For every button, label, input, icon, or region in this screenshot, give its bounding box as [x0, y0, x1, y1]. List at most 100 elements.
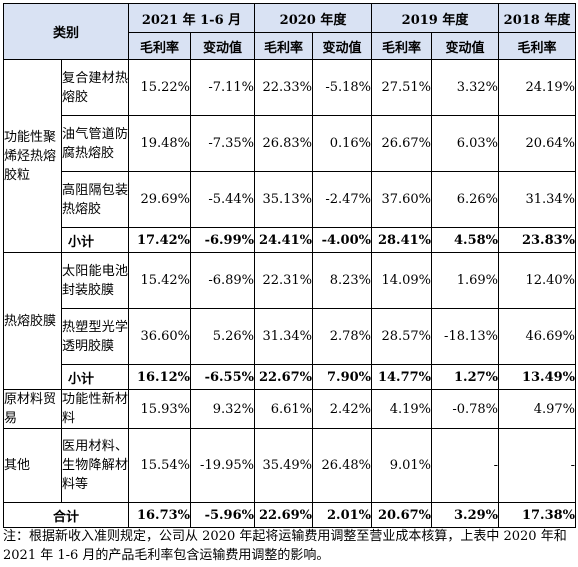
subtotal-row: 小计 17.42% -6.99% 24.41% -4.00% 28.41% 4.…: [4, 227, 577, 253]
header-period-2021h1: 2021 年 1-6 月: [128, 3, 256, 33]
value-cell: 35.49%: [254, 428, 314, 503]
value-cell: -5.44%: [190, 171, 256, 228]
subcategory-cell: 复合建材热熔胶: [60, 59, 130, 116]
value-cell: 5.26%: [190, 308, 256, 365]
value-cell: 27.51%: [371, 59, 433, 116]
value-cell: 3.32%: [431, 59, 500, 116]
value-cell: -6.99%: [190, 227, 256, 253]
value-cell: 4.19%: [371, 389, 433, 429]
subcategory-cell: 功能性新材料: [60, 389, 130, 429]
value-cell: 4.97%: [498, 389, 577, 429]
value-cell: 26.67%: [371, 115, 433, 172]
subcategory-cell: 太阳能电池封装胶膜: [60, 252, 130, 309]
value-cell: 4.58%: [431, 227, 500, 253]
category-cell: 原材料贸易: [3, 389, 62, 429]
value-cell: 26.48%: [312, 428, 373, 503]
value-cell: 14.77%: [371, 364, 433, 390]
value-cell: 35.13%: [254, 171, 314, 228]
value-cell: -6.89%: [190, 252, 256, 309]
header-gross-margin: 毛利率: [254, 32, 314, 60]
subcategory-cell: 高阻隔包装热熔胶: [60, 171, 130, 228]
total-label: 合计: [2, 502, 130, 528]
header-gross-margin: 毛利率: [498, 32, 577, 60]
value-cell: -6.55%: [190, 364, 256, 390]
subtotal-label: 小计: [60, 227, 130, 253]
value-cell: 36.60%: [128, 308, 192, 365]
table-row: 油气管道防腐热熔胶 19.48% -7.35% 26.83% 0.16% 26.…: [4, 115, 577, 172]
value-cell: 12.40%: [498, 252, 577, 309]
value-cell: 24.19%: [498, 59, 577, 116]
value-cell: 31.34%: [254, 308, 314, 365]
value-cell: 28.57%: [371, 308, 433, 365]
value-cell: -: [431, 428, 500, 503]
table-row: 热熔胶膜 太阳能电池封装胶膜 15.42% -6.89% 22.31% 8.23…: [3, 252, 577, 390]
value-cell: -2.47%: [312, 171, 373, 228]
table-row: 原材料贸易 功能性新材料 15.93% 9.32% 6.61% 2.42% 4.…: [3, 389, 577, 429]
value-cell: 46.69%: [498, 308, 577, 365]
value-cell: 20.67%: [371, 502, 433, 528]
value-cell: 13.49%: [498, 364, 577, 390]
subtotal-label: 小计: [60, 364, 130, 390]
category-cell: 其他: [3, 428, 62, 503]
value-cell: 9.01%: [371, 428, 433, 503]
value-cell: 6.03%: [431, 115, 500, 172]
header-category: 类别: [2, 3, 130, 60]
value-cell: 15.93%: [128, 389, 192, 429]
value-cell: 2.01%: [312, 502, 373, 528]
value-cell: 16.73%: [128, 502, 192, 528]
total-row: 合计 16.73% -5.96% 22.69% 2.01% 20.67% 3.2…: [2, 502, 577, 528]
value-cell: 29.69%: [128, 171, 192, 228]
value-cell: -4.00%: [312, 227, 373, 253]
value-cell: 16.12%: [128, 364, 192, 390]
table-row: 热塑型光学透明胶膜 36.60% 5.26% 31.34% 2.78% 28.5…: [4, 308, 577, 365]
category-cell: 功能性聚烯烃热熔胶粒: [3, 59, 62, 253]
value-cell: 20.64%: [498, 115, 577, 172]
value-cell: 17.42%: [128, 227, 192, 253]
value-cell: 6.26%: [431, 171, 500, 228]
value-cell: 22.69%: [254, 502, 314, 528]
value-cell: 22.67%: [254, 364, 314, 390]
value-cell: -5.18%: [312, 59, 373, 116]
header-change: 变动值: [431, 32, 500, 60]
value-cell: 17.38%: [498, 502, 577, 528]
header-gross-margin: 毛利率: [371, 32, 433, 60]
value-cell: 22.33%: [254, 59, 314, 116]
header-period-2018: 2018 年度: [498, 3, 577, 33]
value-cell: 8.23%: [312, 252, 373, 309]
table-row: 其他 医用材料、生物降解材料等 15.54% -19.95% 35.49% 26…: [3, 428, 577, 503]
value-cell: 15.54%: [128, 428, 192, 503]
subtotal-row: 小计 16.12% -6.55% 22.67% 7.90% 14.77% 1.2…: [4, 364, 577, 390]
header-period-2020: 2020 年度: [254, 3, 373, 33]
value-cell: -18.13%: [431, 308, 500, 365]
subcategory-cell: 热塑型光学透明胶膜: [60, 308, 130, 365]
value-cell: 7.90%: [312, 364, 373, 390]
value-cell: -5.96%: [190, 502, 256, 528]
value-cell: 19.48%: [128, 115, 192, 172]
value-cell: 24.41%: [254, 227, 314, 253]
value-cell: 1.69%: [431, 252, 500, 309]
value-cell: 3.29%: [431, 502, 500, 528]
value-cell: 28.41%: [371, 227, 433, 253]
value-cell: -0.78%: [431, 389, 500, 429]
value-cell: 15.22%: [128, 59, 192, 116]
value-cell: 14.09%: [371, 252, 433, 309]
value-cell: 15.42%: [128, 252, 192, 309]
value-cell: -: [498, 428, 577, 503]
table-row: 功能性聚烯烃热熔胶粒 复合建材热熔胶 15.22% -7.11% 22.33% …: [3, 59, 577, 253]
value-cell: 6.61%: [254, 389, 314, 429]
value-cell: 2.78%: [312, 308, 373, 365]
value-cell: -7.11%: [190, 59, 256, 116]
subcategory-cell: 油气管道防腐热熔胶: [60, 115, 130, 172]
value-cell: 2.42%: [312, 389, 373, 429]
value-cell: 31.34%: [498, 171, 577, 228]
value-cell: -19.95%: [190, 428, 256, 503]
table-row: 高阻隔包装热熔胶 29.69% -5.44% 35.13% -2.47% 37.…: [4, 171, 577, 228]
header-period-2019: 2019 年度: [371, 3, 500, 33]
footnote: 注：根据新收入准则规定，公司从 2020 年起将运输费用调整至营业成本核算，上表…: [3, 529, 567, 563]
value-cell: 26.83%: [254, 115, 314, 172]
value-cell: 9.32%: [190, 389, 256, 429]
value-cell: 1.27%: [431, 364, 500, 390]
value-cell: 0.16%: [312, 115, 373, 172]
header-change: 变动值: [312, 32, 373, 60]
category-cell: 热熔胶膜: [3, 252, 62, 390]
